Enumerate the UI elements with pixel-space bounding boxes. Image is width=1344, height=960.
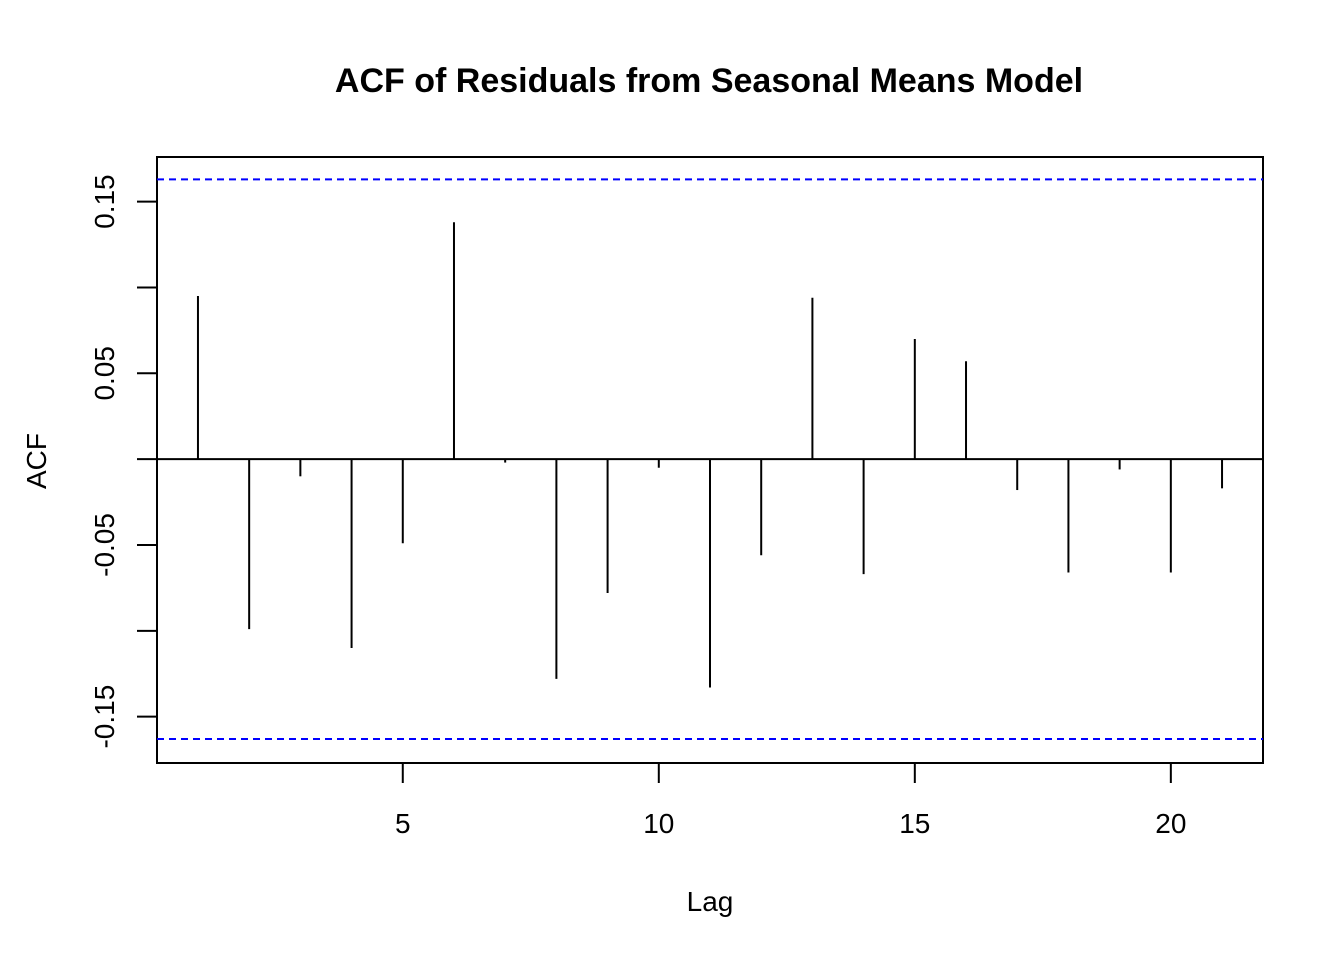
y-tick-label--0.05: -0.05 (89, 513, 120, 577)
acf-bars (196, 222, 1224, 688)
confidence-bounds (157, 178, 1263, 740)
chart-title: ACF of Residuals from Seasonal Means Mod… (335, 62, 1083, 100)
x-tick-label-15: 15 (899, 808, 930, 839)
x-tick-label-5: 5 (395, 808, 411, 839)
x-axis: 5 10 15 20 (395, 762, 1186, 839)
x-tick-label-10: 10 (643, 808, 674, 839)
x-axis-label: Lag (687, 886, 734, 917)
y-tick-label-0.15: 0.15 (89, 174, 120, 229)
y-tick-label-0.05: 0.05 (89, 346, 120, 401)
x-tick-label-20: 20 (1155, 808, 1186, 839)
y-axis: -0.15 -0.05 0.05 0.15 (89, 174, 158, 749)
y-tick-label--0.15: -0.15 (89, 685, 120, 749)
y-axis-label: ACF (21, 433, 52, 489)
